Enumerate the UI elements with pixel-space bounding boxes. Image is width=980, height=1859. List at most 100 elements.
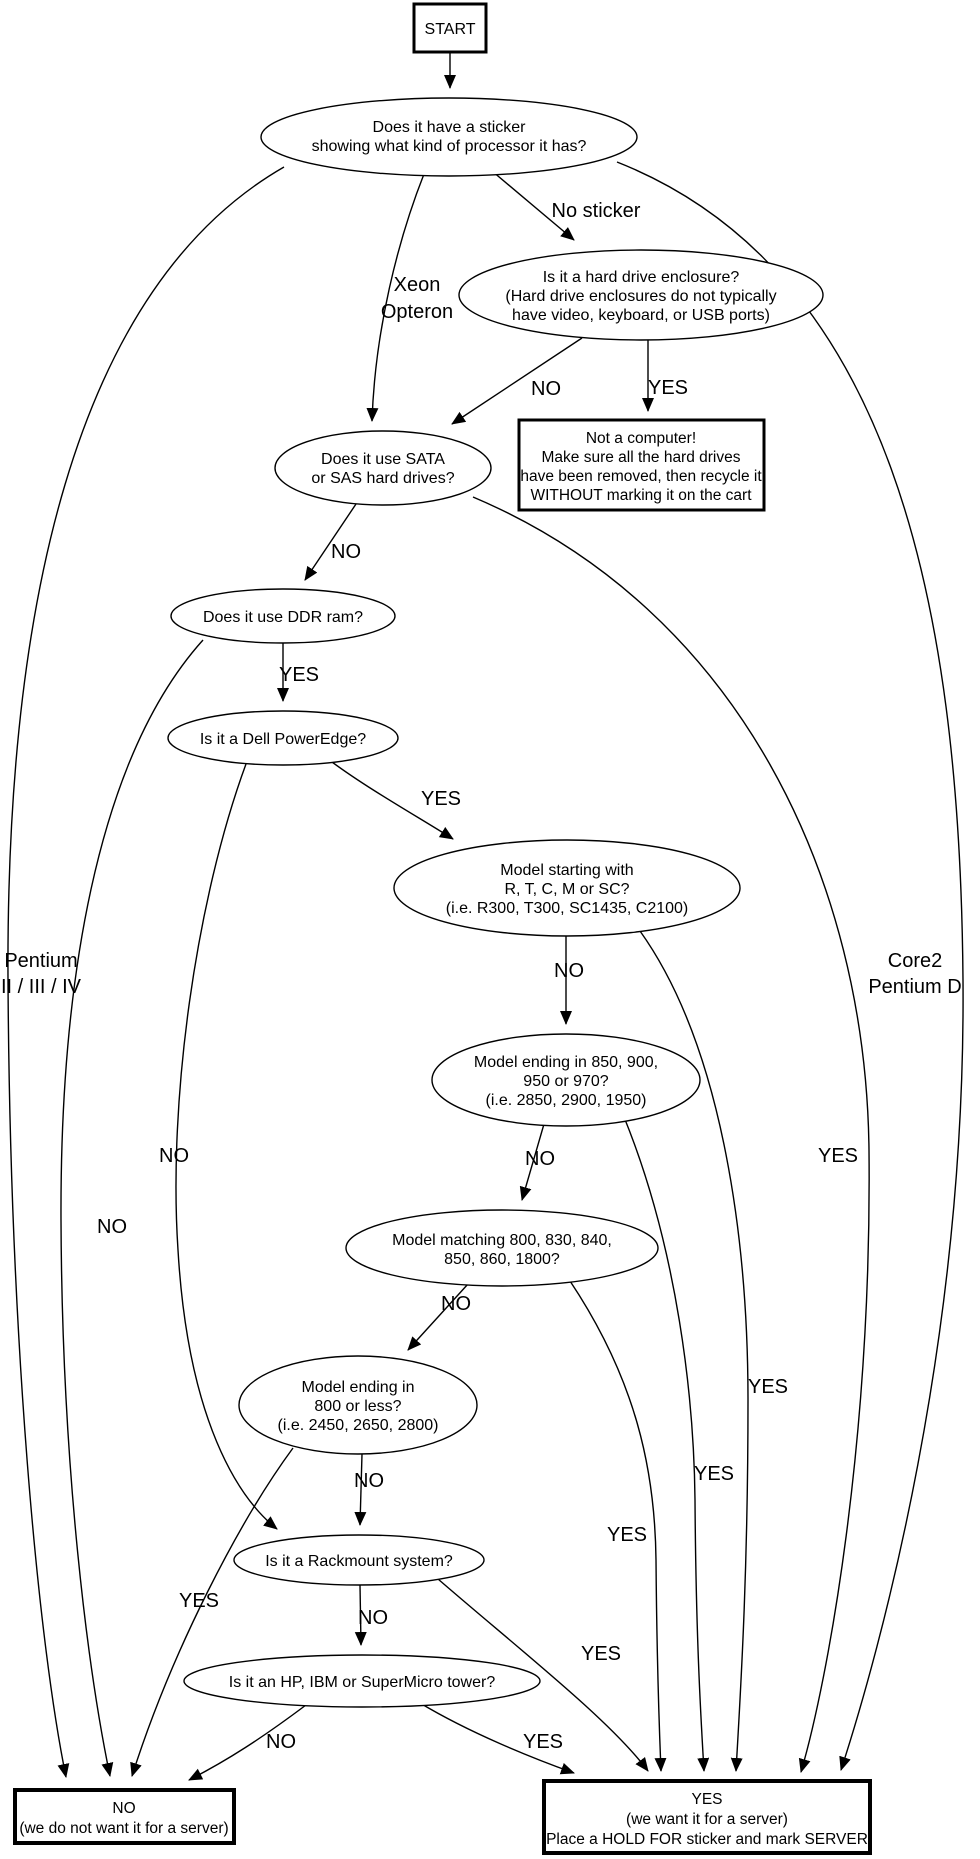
model-matching-ellipse-shape bbox=[345, 1209, 659, 1287]
sticker-line-1: Does it have a sticker bbox=[373, 119, 527, 136]
model-matching-line-2: 850, 860, 1800? bbox=[444, 1251, 560, 1268]
edge-sata-to-ddr bbox=[304, 503, 357, 581]
node-reject-box: NO (we do not want it for a server) bbox=[13, 1788, 236, 1845]
node-not-a-computer: Not a computer! Make sure all the hard d… bbox=[517, 418, 766, 512]
node-ddr-ram: Does it use DDR ram? bbox=[170, 588, 396, 644]
edge-sticker-to-enclosure bbox=[491, 170, 575, 241]
edge-label-e850-no: NO bbox=[525, 1148, 555, 1170]
node-model-ending-850: Model ending in 850, 900, 950 or 970? (i… bbox=[431, 1033, 701, 1127]
edge-label-starting-yes: YES bbox=[748, 1376, 788, 1398]
model-ending-850-line-3: (i.e. 2850, 2900, 1950) bbox=[485, 1092, 646, 1109]
poweredge-ellipse-shape bbox=[167, 710, 399, 766]
edge-label-enclosure-no: NO bbox=[531, 378, 561, 400]
not-a-computer-line-2: Make sure all the hard drives bbox=[541, 449, 740, 466]
ddr-ellipse-shape bbox=[170, 588, 396, 644]
node-model-ending-800: Model ending in 800 or less? (i.e. 2450,… bbox=[238, 1355, 478, 1455]
edge-label-rackmount-yes: YES bbox=[581, 1643, 621, 1665]
model-ending-850-line-1: Model ending in 850, 900, bbox=[474, 1054, 658, 1071]
node-hp-ibm-supermicro-tower: Is it an HP, IBM or SuperMicro tower? bbox=[183, 1654, 541, 1708]
edge-ddr-to-reject bbox=[60, 639, 204, 1777]
edge-tower-to-accept bbox=[419, 1702, 575, 1775]
edge-label-core2-2: Pentium D bbox=[868, 976, 961, 998]
sticker-line-2: showing what kind of processor it has? bbox=[312, 138, 587, 155]
model-starting-line-1: Model starting with bbox=[500, 862, 633, 879]
edge-label-tower-no: NO bbox=[266, 1731, 296, 1753]
edge-label-matching-no: NO bbox=[441, 1293, 471, 1315]
edge-e850-to-accept bbox=[623, 1116, 710, 1772]
model-ending-800-line-3: (i.e. 2450, 2650, 2800) bbox=[277, 1417, 438, 1434]
model-starting-ellipse-shape bbox=[393, 839, 741, 937]
edge-sata-to-accept bbox=[472, 496, 870, 1773]
accept-line-2: (we want it for a server) bbox=[626, 1811, 788, 1828]
edge-poweredge-to-rackmount bbox=[175, 763, 278, 1530]
sata-line-1: Does it use SATA bbox=[321, 451, 445, 468]
edge-label-poweredge-no: NO bbox=[159, 1145, 189, 1167]
edge-label-ddr-yes: YES bbox=[279, 664, 319, 686]
accept-line-1: YES bbox=[691, 1791, 722, 1808]
edge-rackmount-to-accept bbox=[437, 1578, 649, 1772]
edge-label-pentium-2: II / III / IV bbox=[1, 976, 82, 998]
edge-rackmount-to-tower bbox=[354, 1584, 367, 1646]
node-model-matching: Model matching 800, 830, 840, 850, 860, … bbox=[345, 1209, 659, 1287]
edge-label-e800-no: NO bbox=[354, 1470, 384, 1492]
reject-line-2: (we do not want it for a server) bbox=[19, 1820, 228, 1837]
edge-poweredge-to-starting bbox=[331, 761, 454, 840]
edge-tower-to-reject bbox=[188, 1704, 307, 1781]
edge-label-opteron: Opteron bbox=[381, 301, 453, 323]
model-ending-800-line-2: 800 or less? bbox=[314, 1398, 401, 1415]
edge-label-poweredge-yes: YES bbox=[421, 788, 461, 810]
node-sata-sas: Does it use SATA or SAS hard drives? bbox=[274, 430, 492, 506]
model-ending-850-ellipse-shape bbox=[431, 1033, 701, 1127]
sata-line-2: or SAS hard drives? bbox=[311, 470, 454, 487]
edge-sticker-to-sata bbox=[366, 173, 425, 422]
node-accept-box: YES (we want it for a server) Place a HO… bbox=[542, 1779, 872, 1855]
ddr-line-1: Does it use DDR ram? bbox=[203, 609, 363, 626]
enclosure-line-3: have video, keyboard, or USB ports) bbox=[512, 307, 770, 324]
edge-e850-to-matching bbox=[519, 1123, 545, 1201]
enclosure-line-1: Is it a hard drive enclosure? bbox=[543, 269, 740, 286]
edge-label-tower-yes: YES bbox=[523, 1731, 563, 1753]
not-a-computer-box-shape bbox=[517, 418, 766, 512]
reject-box-shape bbox=[13, 1788, 236, 1845]
accept-box-shape bbox=[542, 1779, 872, 1855]
node-rackmount: Is it a Rackmount system? bbox=[233, 1534, 485, 1586]
edge-label-matching-yes: YES bbox=[607, 1524, 647, 1546]
edges bbox=[7, 52, 964, 1781]
edge-label-xeon: Xeon bbox=[394, 274, 441, 296]
edge-label-enclosure-yes: YES bbox=[648, 377, 688, 399]
node-dell-poweredge: Is it a Dell PowerEdge? bbox=[167, 710, 399, 766]
rackmount-line-1: Is it a Rackmount system? bbox=[265, 1553, 453, 1570]
reject-line-1: NO bbox=[112, 1800, 135, 1817]
enclosure-ellipse-shape bbox=[458, 249, 824, 341]
edge-sticker-to-reject bbox=[7, 166, 285, 1778]
edge-label-e850-yes: YES bbox=[694, 1463, 734, 1485]
model-ending-850-line-2: 950 or 970? bbox=[523, 1073, 609, 1090]
tower-line-1: Is it an HP, IBM or SuperMicro tower? bbox=[229, 1674, 496, 1691]
not-a-computer-line-3: have been removed, then recycle it bbox=[520, 468, 762, 485]
edge-matching-to-accept bbox=[569, 1280, 667, 1772]
edge-sticker-to-accept bbox=[616, 161, 964, 1771]
edge-label-ddr-no: NO bbox=[97, 1216, 127, 1238]
node-model-starting: Model starting with R, T, C, M or SC? (i… bbox=[393, 839, 741, 937]
edge-label-pentium-1: Pentium bbox=[4, 950, 77, 972]
start-box-shape bbox=[412, 2, 488, 54]
model-ending-800-ellipse-shape bbox=[238, 1355, 478, 1455]
edge-e800-to-reject bbox=[130, 1447, 294, 1777]
model-matching-line-1: Model matching 800, 830, 840, bbox=[392, 1232, 612, 1249]
not-a-computer-line-1: Not a computer! bbox=[586, 430, 696, 447]
start-label: START bbox=[425, 21, 476, 38]
edge-label-starting-no: NO bbox=[554, 960, 584, 982]
edge-label-sata-yes: YES bbox=[818, 1145, 858, 1167]
edge-label-sata-no: NO bbox=[331, 541, 361, 563]
not-a-computer-line-4: WITHOUT marking it on the cart bbox=[530, 487, 752, 504]
edge-labels: No sticker Xeon Opteron Pentium II / III… bbox=[1, 200, 962, 1753]
edge-label-no-sticker: No sticker bbox=[552, 200, 641, 222]
node-hdd-enclosure: Is it a hard drive enclosure? (Hard driv… bbox=[458, 249, 824, 341]
edge-label-e800-yes: YES bbox=[179, 1590, 219, 1612]
rackmount-ellipse-shape bbox=[233, 1534, 485, 1586]
sticker-ellipse-shape bbox=[260, 97, 638, 177]
node-sticker-question: Does it have a sticker showing what kind… bbox=[260, 97, 638, 177]
node-start: START bbox=[412, 2, 488, 54]
